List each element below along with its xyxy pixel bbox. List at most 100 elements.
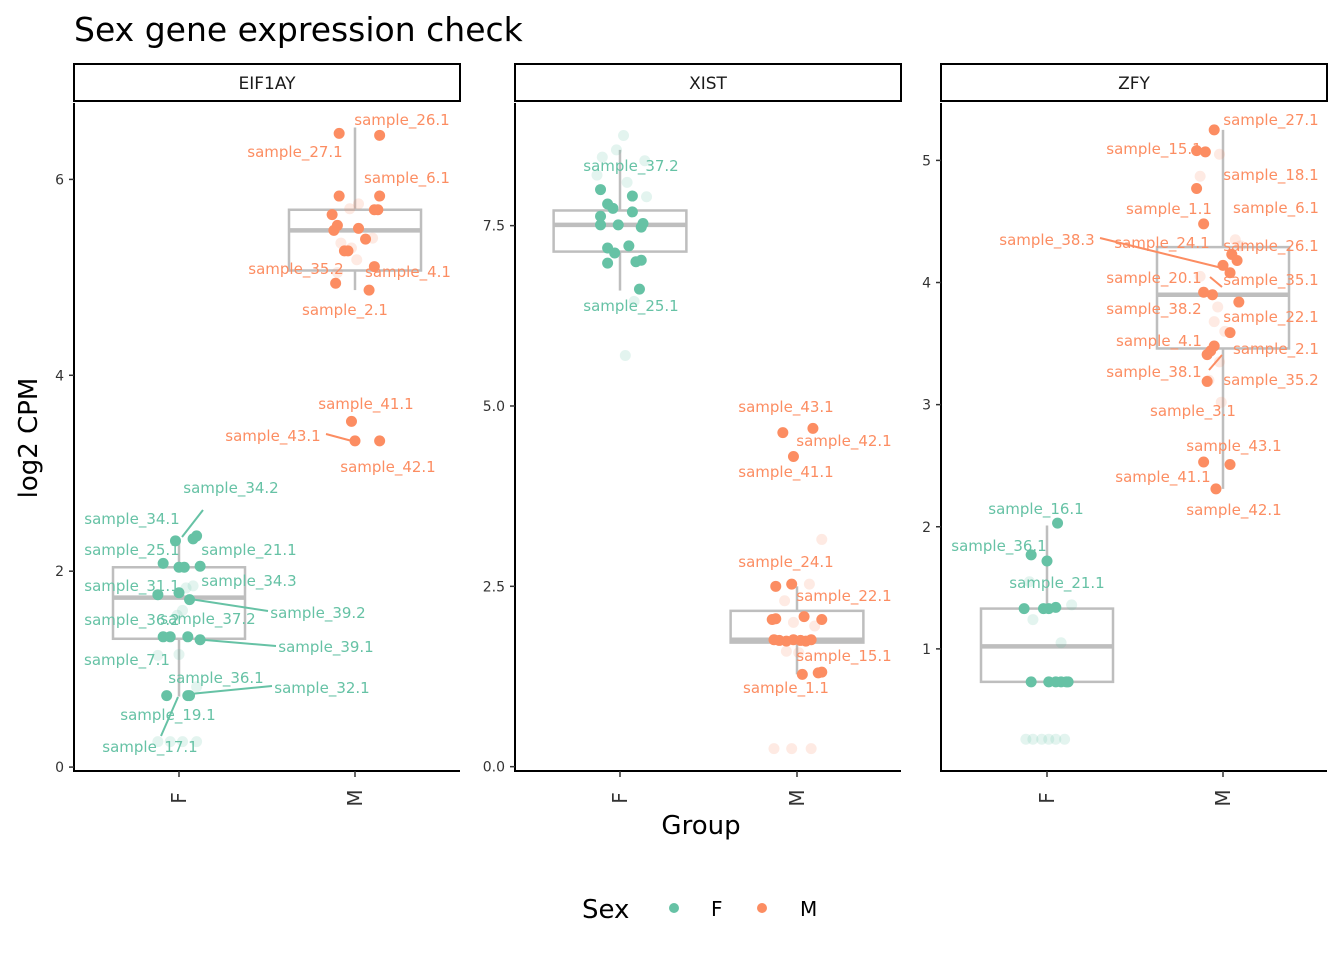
data-point-m: [770, 580, 782, 592]
facet-strip: [940, 63, 1328, 102]
x-tick-label: M: [1211, 789, 1235, 806]
label-connector: [160, 696, 179, 737]
y-tick-label: 1: [922, 642, 931, 658]
data-point-m: [363, 284, 375, 296]
data-point-m: [805, 634, 817, 646]
data-point-f: [194, 560, 206, 572]
data-point-m: [1213, 356, 1225, 368]
sample-label: sample_41.1: [1115, 468, 1210, 487]
sample-label: sample_6.1: [364, 169, 450, 188]
sample-label: sample_21.1: [201, 541, 296, 560]
data-point-f: [602, 257, 614, 269]
legend-label-m: M: [800, 897, 817, 921]
sample-label: sample_15.1: [796, 647, 891, 666]
data-point-f: [1025, 676, 1037, 688]
data-point-f: [187, 580, 199, 592]
data-point-f: [152, 589, 164, 601]
data-point-m: [331, 266, 343, 278]
boxplot-box: [552, 209, 688, 253]
data-point-m: [1224, 327, 1236, 339]
y-tick-label: 2: [55, 564, 64, 580]
data-point-m: [333, 127, 345, 139]
data-point-m: [368, 204, 380, 216]
y-tick-label: 4: [55, 368, 64, 384]
data-point-f: [618, 129, 630, 141]
sample-label: sample_20.1: [1106, 269, 1201, 288]
sample-label: sample_43.1: [738, 398, 833, 417]
y-tick-label: 7.5: [483, 219, 505, 235]
data-point-m: [1198, 218, 1210, 230]
sample-label: sample_19.1: [120, 706, 215, 725]
data-point-m: [374, 129, 386, 141]
data-point-f: [1041, 555, 1053, 567]
sample-label: sample_26.1: [1223, 237, 1318, 256]
sample-label: sample_34.2: [183, 479, 278, 498]
sample-label: sample_38.1: [1106, 363, 1201, 382]
facet-strip: [73, 63, 461, 102]
data-point-m: [1208, 124, 1220, 136]
data-point-f: [591, 169, 603, 181]
data-point-m: [360, 233, 372, 245]
data-point-m: [780, 645, 792, 657]
data-point-m: [353, 198, 365, 210]
data-point-f: [1050, 733, 1062, 745]
data-point-f: [1027, 614, 1039, 626]
x-tick-label: F: [608, 792, 632, 804]
sample-label: sample_34.3: [201, 572, 296, 591]
data-point-f: [171, 609, 183, 621]
x-tick-label: F: [167, 792, 191, 804]
data-point-f: [178, 561, 190, 573]
data-point-f: [177, 604, 189, 616]
data-point-m: [787, 616, 799, 628]
data-point-f: [628, 295, 640, 307]
data-point-f: [182, 631, 194, 643]
sample-label: sample_22.1: [796, 587, 891, 606]
x-tick-label: F: [1035, 792, 1059, 804]
facet-strip-label: XIST: [689, 74, 727, 94]
sample-label: sample_39.1: [278, 638, 373, 657]
sample-label: sample_27.1: [247, 143, 342, 162]
legend-key-f: [669, 903, 679, 913]
data-point-m: [793, 647, 805, 659]
y-tick-label: 4: [922, 276, 931, 292]
sample-label: sample_35.2: [248, 260, 343, 279]
data-point-f: [164, 631, 176, 643]
data-point-f: [1023, 576, 1035, 588]
data-point-f: [1052, 517, 1064, 529]
data-point-f: [164, 736, 176, 748]
data-point-m: [768, 743, 780, 755]
sample-label: sample_39.2: [270, 604, 365, 623]
data-point-f: [1018, 603, 1030, 615]
y-tick-label: 2: [922, 520, 931, 536]
sample-label: sample_3.1: [1150, 402, 1236, 421]
data-point-f: [626, 190, 638, 202]
sample-label: sample_34.1: [84, 510, 179, 529]
legend-label-f: F: [711, 897, 723, 921]
data-point-f: [633, 283, 645, 295]
data-point-f: [621, 176, 633, 188]
sample-label: sample_22.1: [1223, 308, 1318, 327]
data-point-f: [635, 254, 647, 266]
y-tick-label: 0: [55, 760, 64, 776]
data-point-m: [374, 190, 386, 202]
data-point-m: [1231, 255, 1243, 267]
label-connector: [1208, 354, 1223, 371]
data-point-m: [345, 415, 357, 427]
sample-label: sample_32.1: [274, 679, 369, 698]
sample-label: sample_42.1: [1186, 501, 1281, 520]
data-point-m: [1235, 240, 1247, 252]
data-point-m: [1212, 301, 1224, 313]
sample-label: sample_43.1: [1186, 437, 1281, 456]
y-tick-label: 5: [922, 153, 931, 169]
data-point-m: [1233, 296, 1245, 308]
sample-label: sample_41.1: [738, 463, 833, 482]
data-point-f: [609, 247, 621, 259]
data-point-m: [344, 203, 356, 215]
data-point-m: [1198, 286, 1210, 298]
data-point-m: [374, 435, 386, 447]
data-point-f: [1066, 599, 1078, 611]
sample-label: sample_31.1: [84, 577, 179, 596]
data-point-m: [353, 222, 365, 234]
data-point-m: [807, 422, 819, 434]
